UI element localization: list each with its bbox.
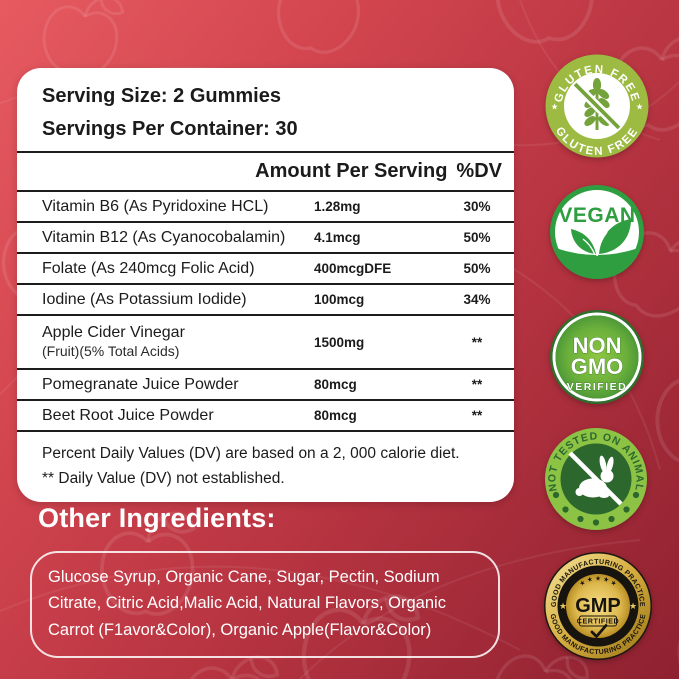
supplement-facts-panel: Serving Size: 2 Gummies Servings Per Con… <box>17 68 514 502</box>
table-row: Vitamin B6 (As Pyridoxine HCL) 1.28mg 30% <box>17 192 514 223</box>
table-row: Iodine (As Potassium Iodide) 100mcg 34% <box>17 285 514 316</box>
nutrient-dv: 50% <box>463 230 491 245</box>
nutrient-amount: 100mcg <box>314 292 365 307</box>
ring-dots <box>552 491 640 526</box>
vegan-label: VEGAN <box>558 204 635 227</box>
nutrient-name: Iodine (As Potassium Iodide) <box>42 290 247 308</box>
not-tested-on-animal-badge: NOT TESTED ON ANIMAL <box>545 428 647 530</box>
other-ingredients-box: Glucose Syrup, Organic Cane, Sugar, Pect… <box>30 551 500 659</box>
nutrient-amount: 1500mg <box>314 334 365 350</box>
amount-per-serving-label: Amount Per Serving <box>255 160 448 182</box>
nutrient-amount: 400mcgDFE <box>314 261 392 276</box>
nutrient-name: Pomegranate Juice Powder <box>42 375 239 393</box>
gmp-certified-badge: GOOD MANUFACTURING PRACTICE GOOD MANUFAC… <box>544 552 652 660</box>
table-row: Folate (As 240mcg Folic Acid) 400mcgDFE 50… <box>17 254 514 285</box>
gold-star-right-icon: ★ <box>629 601 637 611</box>
non-gmo-line3: VERIFIED <box>567 381 627 393</box>
no-slash-icon <box>568 451 623 506</box>
vegan-badge: VEGAN <box>550 185 644 279</box>
dv-label: %DV <box>456 160 502 182</box>
table-row: Pomegranate Juice Powder 80mcg ** <box>17 370 514 401</box>
table-row: Beet Root Juice Powder 80mcg ** <box>17 401 514 432</box>
nutrient-dv: ** <box>471 334 483 350</box>
footnote-not-established: ** Daily Value (DV) not established. <box>42 470 285 488</box>
nutrient-dv: ** <box>471 408 483 423</box>
nutrient-dv: 30% <box>463 199 491 214</box>
nutrient-amount: 4.1mcg <box>314 230 361 245</box>
table-row: Vitamin B12 (As Cyanocobalamin) 4.1mcg 50% <box>17 223 514 254</box>
non-gmo-line1: NON <box>573 333 622 358</box>
facts-footnotes: Percent Daily Values (DV) are based on a… <box>17 432 514 491</box>
nutrient-amount: 1.28mg <box>314 199 361 214</box>
gold-star-left-icon: ★ <box>559 601 567 611</box>
nutrient-name: Vitamin B6 (As Pyridoxine HCL) <box>42 197 269 215</box>
gmp-name: GMP <box>575 595 621 617</box>
leaf-icon <box>571 219 631 257</box>
servings-per-container: Servings Per Container: 30 <box>42 118 298 140</box>
other-ingredients-title: Other Ingredients: <box>38 503 276 533</box>
nutrient-amount: 80mcg <box>314 377 357 392</box>
nutrient-amount: 80mcg <box>314 408 357 423</box>
table-row: Apple Cider Vinegar (Fruit)(5% Total Acid… <box>17 316 514 370</box>
nutrient-dv: 50% <box>463 261 491 276</box>
non-gmo-badge: NON GMO VERIFIED <box>550 310 644 404</box>
serving-info: Serving Size: 2 Gummies Servings Per Con… <box>17 68 514 153</box>
star-left-icon: ★ <box>551 102 559 112</box>
gmp-certified-label: CERTIFIED <box>577 617 619 626</box>
nutrient-name: Apple Cider Vinegar (Fruit)(5% Total Acid… <box>42 324 185 360</box>
green-hill <box>555 248 639 277</box>
footnote-dv: Percent Daily Values (DV) are based on a… <box>42 445 460 462</box>
no-slash-icon <box>571 80 623 132</box>
facts-header: Amount Per Serving %DV <box>17 153 514 192</box>
nutrient-dv: ** <box>471 377 483 392</box>
wheat-icon <box>571 78 623 132</box>
serving-size: Serving Size: 2 Gummies <box>42 85 281 107</box>
nutrient-dv: 34% <box>463 292 491 307</box>
nutrient-name: Beet Root Juice Powder <box>42 406 214 424</box>
facts-rows: Vitamin B6 (As Pyridoxine HCL) 1.28mg 30% V… <box>17 192 514 432</box>
nutrient-name: Folate (As 240mcg Folic Acid) <box>42 259 255 277</box>
nutrient-name: Vitamin B12 (As Cyanocobalamin) <box>42 228 286 246</box>
non-gmo-line2: GMO <box>571 354 624 379</box>
checkmark-icon <box>590 624 608 638</box>
star-right-icon: ★ <box>636 102 644 112</box>
gluten-free-badge: GLUTEN FREE GLUTEN FREE ★ ★ <box>545 54 649 158</box>
